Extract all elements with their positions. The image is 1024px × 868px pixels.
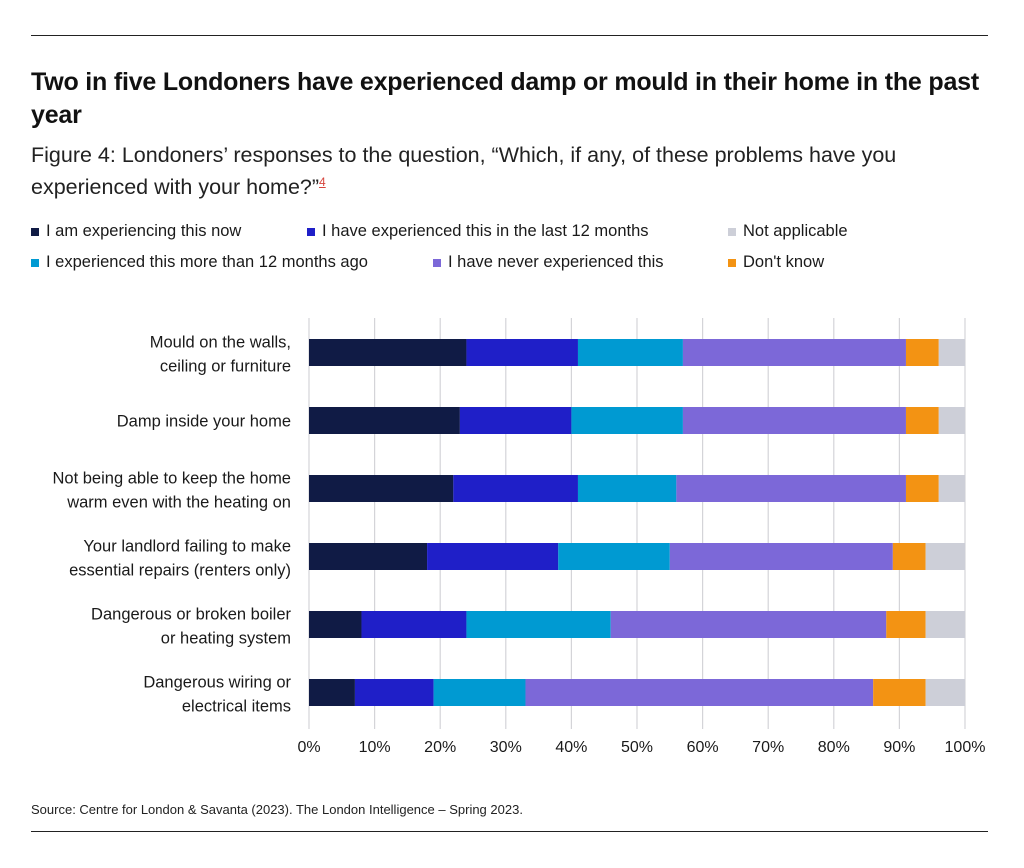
bar-segment xyxy=(309,611,362,638)
category-label: essential repairs (renters only) xyxy=(69,562,291,580)
x-tick-label: 30% xyxy=(490,739,522,756)
x-tick-label: 100% xyxy=(945,739,986,756)
bar-segment xyxy=(309,475,454,502)
category-label: Not being able to keep the home xyxy=(52,470,291,488)
bar-segment xyxy=(905,339,939,366)
bar-segment xyxy=(610,611,887,638)
legend-swatch xyxy=(728,258,736,267)
category-label: Your landlord failing to make xyxy=(83,538,291,556)
x-tick-label: 90% xyxy=(883,739,915,756)
bar-segment xyxy=(938,407,965,434)
legend-label: Don't know xyxy=(743,253,825,271)
bar-segment xyxy=(925,679,965,706)
category-label: Dangerous or broken boiler xyxy=(91,606,291,624)
bar-segment xyxy=(676,475,906,502)
bar-segment xyxy=(525,679,874,706)
bar-segment xyxy=(466,339,578,366)
chart-title: Two in five Londoners have experienced d… xyxy=(31,68,979,129)
bar-segment xyxy=(433,679,526,706)
x-tick-label: 0% xyxy=(297,739,320,756)
subtitle-text: Figure 4: Londoners’ responses to the qu… xyxy=(31,143,897,200)
bar-segment xyxy=(427,543,559,570)
bar-segment xyxy=(905,475,939,502)
bar-segment xyxy=(892,543,926,570)
bottom-divider xyxy=(31,831,988,832)
bar-segment xyxy=(361,611,467,638)
bar-segment xyxy=(354,679,434,706)
category-label: electrical items xyxy=(182,698,291,716)
category-label: Dangerous wiring or xyxy=(143,674,291,692)
bar-segment xyxy=(682,407,906,434)
legend-label: I am experiencing this now xyxy=(46,222,242,240)
bar-segment xyxy=(938,339,965,366)
x-tick-label: 60% xyxy=(687,739,719,756)
legend-swatch xyxy=(728,227,736,236)
bar-segment xyxy=(938,475,965,502)
legend-item: Don't know xyxy=(728,253,824,272)
bar-segment xyxy=(925,543,965,570)
legend-item: I experienced this more than 12 months a… xyxy=(31,253,368,272)
x-tick-label: 20% xyxy=(424,739,456,756)
x-tick-label: 80% xyxy=(818,739,850,756)
bar-segment xyxy=(669,543,893,570)
legend-label: I have experienced this in the last 12 m… xyxy=(322,222,649,240)
bar-segment xyxy=(309,407,460,434)
legend-swatch xyxy=(31,227,39,236)
bar-segment xyxy=(905,407,939,434)
x-tick-label: 10% xyxy=(359,739,391,756)
source-note: Source: Centre for London & Savanta (202… xyxy=(31,802,523,817)
category-label: warm even with the heating on xyxy=(66,494,291,512)
bar-segment xyxy=(873,679,926,706)
bar-segment xyxy=(571,407,683,434)
legend-label: I experienced this more than 12 months a… xyxy=(46,253,368,271)
bar-segment xyxy=(682,339,906,366)
bar-segment xyxy=(309,339,467,366)
bar-segment xyxy=(453,475,578,502)
category-label: Damp inside your home xyxy=(117,413,291,431)
chart-subtitle: Figure 4: Londoners’ responses to the qu… xyxy=(31,142,1001,201)
x-tick-label: 50% xyxy=(621,739,653,756)
x-tick-label: 70% xyxy=(752,739,784,756)
bar-segment xyxy=(309,543,428,570)
bar-segment xyxy=(459,407,572,434)
top-divider xyxy=(31,35,988,36)
bar-segment xyxy=(577,339,683,366)
x-tick-label: 40% xyxy=(555,739,587,756)
bar-segment xyxy=(558,543,670,570)
legend-item: I am experiencing this now xyxy=(31,222,241,241)
legend-swatch xyxy=(31,258,39,267)
bar-segment xyxy=(309,679,355,706)
bar-segment xyxy=(886,611,926,638)
category-label: ceiling or furniture xyxy=(160,358,291,376)
legend-item: I have never experienced this xyxy=(433,253,664,272)
legend-item: Not applicable xyxy=(728,222,848,241)
category-label: Mould on the walls, xyxy=(150,334,291,352)
category-label: or heating system xyxy=(161,630,291,648)
legend-item: I have experienced this in the last 12 m… xyxy=(307,222,649,241)
legend-swatch xyxy=(433,258,441,267)
footnote-link[interactable]: 4 xyxy=(319,175,326,189)
legend-label: I have never experienced this xyxy=(448,253,664,271)
legend-swatch xyxy=(307,227,315,236)
bar-segment xyxy=(925,611,965,638)
bar-segment xyxy=(577,475,677,502)
bar-segment xyxy=(466,611,611,638)
legend-label: Not applicable xyxy=(743,222,848,240)
